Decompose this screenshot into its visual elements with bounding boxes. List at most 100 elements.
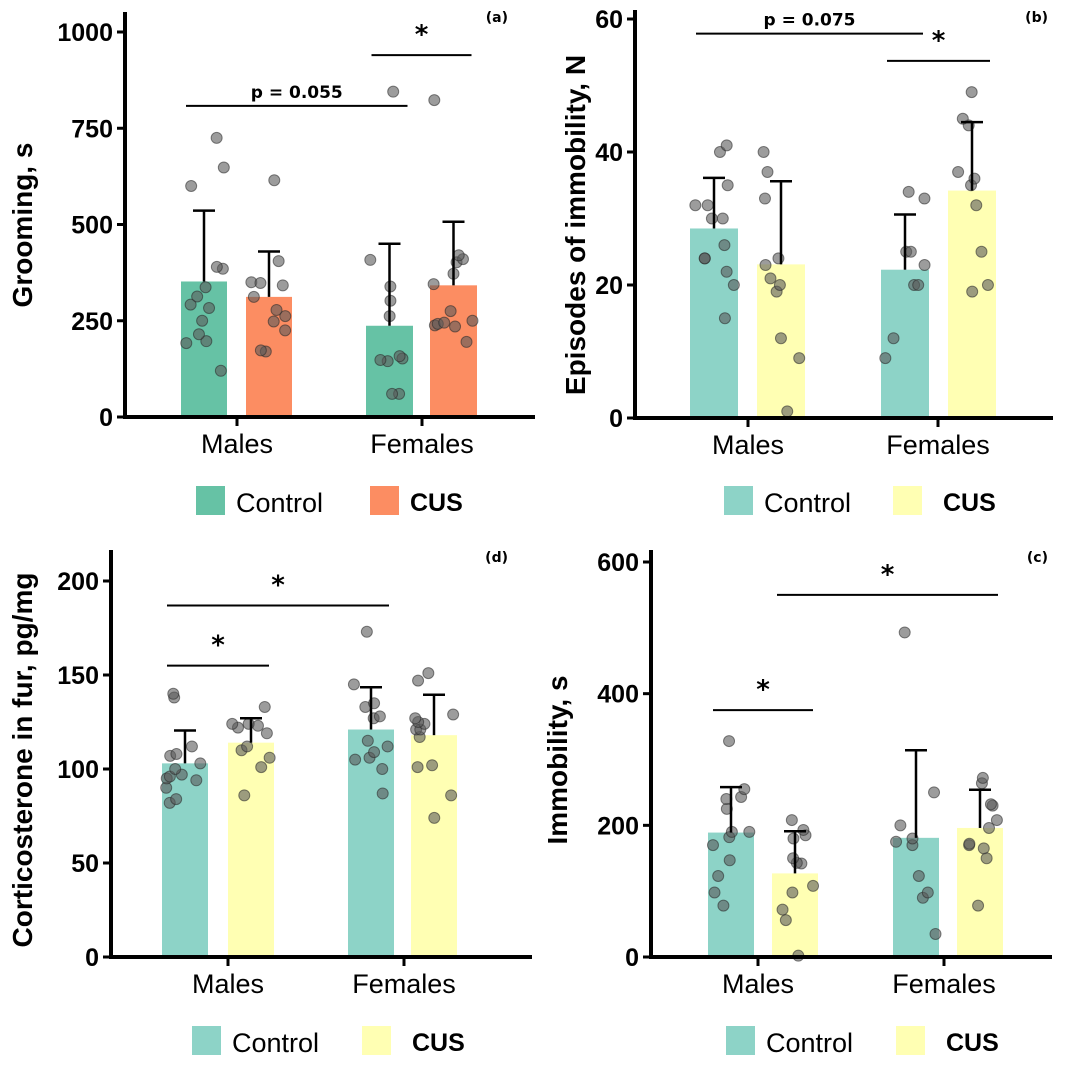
data-point-females-control [381,740,394,753]
y-axis-label: Corticosterone in fur, pg/mg [7,573,38,948]
data-point-females-control [360,625,373,638]
data-point-females-control [373,710,386,723]
x-category-label: Females [892,969,996,999]
y-tick-label: 600 [597,549,639,577]
data-point-females-cus [422,667,435,680]
data-point-females-control [929,927,942,940]
x-category-label: Females [352,969,456,999]
bar-females-cus [948,190,996,418]
data-point-females-cus [428,811,441,824]
y-tick-label: 0 [99,404,113,432]
data-point-females-control [374,354,387,367]
x-category-label: Females [886,430,990,460]
data-point-males-cus [779,914,792,927]
data-point-males-cus [761,165,774,178]
data-point-males-control [698,252,711,265]
data-point-females-cus [427,278,440,291]
data-point-males-control [185,180,198,192]
data-point-males-control [180,337,193,350]
x-category-label: Males [201,429,273,459]
data-point-females-cus [428,94,441,107]
panel-label: (c) [1027,550,1048,566]
data-point-females-control [887,332,900,345]
data-point-males-control [743,825,756,838]
data-point-females-cus [444,305,457,318]
data-point-males-control [720,265,733,278]
y-tick-label: 750 [71,115,113,143]
panel-b: 0 20 40 60 Males Females Episodes of immobilit… [560,6,1053,518]
data-point-males-control [717,899,730,912]
y-axis-label: Immobility, s [542,675,573,844]
y-tick-label: 0 [609,405,623,433]
data-point-males-cus [786,886,799,899]
data-point-males-control [716,212,729,225]
data-point-females-control [898,626,911,639]
data-point-males-cus [772,252,785,265]
legend-swatch-cus [362,1026,391,1055]
data-point-females-cus [980,852,993,865]
data-point-males-cus [773,279,786,291]
y-axis-label: Grooming, s [7,143,38,308]
data-point-females-control [890,835,903,848]
data-point-females-control [387,85,400,98]
data-point-males-control [167,687,180,700]
data-point-males-control [200,335,213,348]
y-tick-label: 0 [625,944,639,972]
legend-label-control: Control [766,1028,853,1058]
data-point-females-cus [984,798,997,811]
x-category-label: Females [370,429,474,459]
data-point-males-cus [263,751,276,764]
data-point-females-cus [438,316,451,329]
data-point-females-cus [952,165,965,178]
data-point-males-cus [787,832,800,845]
data-point-females-cus [966,285,979,298]
data-point-males-control [190,774,203,787]
bar-females-control [366,325,413,417]
data-point-males-cus [797,823,810,836]
panel-d: 0 50 100 150 200 Males Females Corticosterone i… [7,550,532,1058]
y-tick-label: 400 [597,681,639,709]
data-point-males-cus [776,903,789,916]
data-point-females-cus [976,771,989,784]
y-tick-label: 150 [57,662,99,690]
legend-label-control: Control [236,488,323,518]
data-point-males-control [723,854,736,867]
data-point-males-control [191,290,204,303]
significance-star: * [415,20,429,50]
data-point-males-control [170,793,183,806]
data-point-females-cus [411,761,424,774]
y-tick-label: 1000 [57,19,113,47]
data-point-males-control [217,161,230,174]
legend-label-cus: CUS [943,489,996,517]
p-value-label: p = 0.055 [251,83,343,103]
data-point-females-cus [426,759,439,772]
data-point-males-cus [279,324,292,337]
legend-swatch-cus [370,486,399,515]
data-point-males-cus [254,277,267,290]
data-point-males-cus [785,814,798,827]
data-point-males-control [723,735,736,748]
data-point-females-control [364,253,377,266]
data-point-females-cus [972,899,985,912]
data-point-females-cus [981,279,994,291]
bar-males-control [690,228,738,418]
bar-females-cus [430,285,477,417]
data-point-males-control [701,199,714,212]
data-point-males-cus [226,717,239,730]
y-tick-label: 50 [71,850,99,878]
data-point-males-control [718,239,731,252]
data-point-males-control [721,179,734,192]
data-point-males-control [718,312,731,325]
y-tick-label: 500 [71,212,113,240]
data-point-females-cus [977,842,990,855]
legend: Control CUS [196,486,463,518]
y-tick-label: 20 [595,272,623,300]
data-point-females-control [918,259,931,272]
data-point-females-control [347,678,360,691]
data-point-females-control [361,734,374,747]
legend-label-cus: CUS [410,489,463,517]
data-point-males-control [184,298,197,311]
legend: Control CUS [724,486,996,518]
bar-males-control [162,763,208,957]
